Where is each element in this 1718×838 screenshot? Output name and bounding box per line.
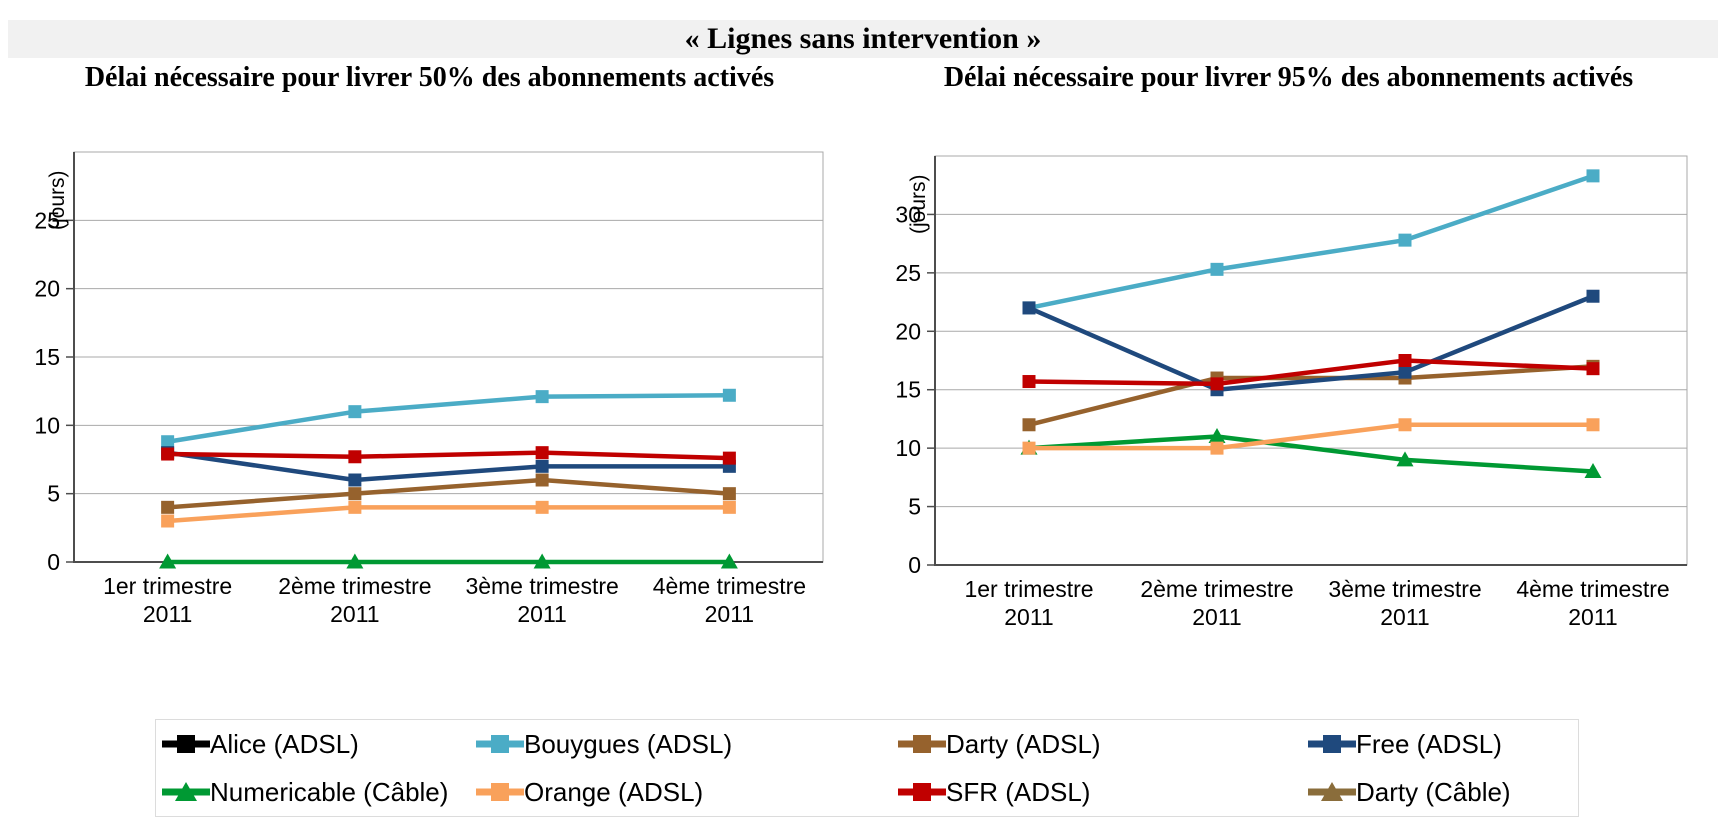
legend-item: Numericable (Câble) <box>162 777 476 808</box>
legend-item: Darty (Câble) <box>1308 777 1578 808</box>
legend-item: SFR (ADSL) <box>898 777 1308 808</box>
y-axis-unit-label: (jours) <box>46 170 69 230</box>
legend-label: SFR (ADSL) <box>946 776 1091 807</box>
svg-text:2011: 2011 <box>517 601 566 627</box>
legend: Alice (ADSL) Bouygues (ADSL) Darty (ADSL) F… <box>155 719 1579 817</box>
svg-text:2011: 2011 <box>330 601 379 627</box>
svg-text:15: 15 <box>895 377 921 403</box>
svg-text:2011: 2011 <box>1004 604 1053 630</box>
svg-text:20: 20 <box>34 276 60 302</box>
legend-item: Darty (ADSL) <box>898 729 1308 760</box>
svg-text:0: 0 <box>908 552 921 578</box>
legend-square-marker-icon <box>898 735 946 753</box>
svg-text:4ème trimestre: 4ème trimestre <box>653 573 806 599</box>
legend-item: Free (ADSL) <box>1308 729 1578 760</box>
svg-text:2011: 2011 <box>1380 604 1429 630</box>
legend-label: Orange (ADSL) <box>524 776 704 807</box>
page-title: « Lignes sans intervention » <box>684 22 1042 55</box>
svg-text:25: 25 <box>34 207 60 233</box>
svg-text:20: 20 <box>895 318 921 344</box>
svg-text:2011: 2011 <box>143 601 192 627</box>
svg-text:0: 0 <box>47 549 60 575</box>
legend-square-marker-icon <box>1308 735 1356 753</box>
legend-label: Bouygues (ADSL) <box>524 728 733 759</box>
svg-text:1er trimestre: 1er trimestre <box>964 576 1093 602</box>
legend-item: Orange (ADSL) <box>476 777 898 808</box>
series-sfr-adsl- <box>161 446 736 465</box>
svg-text:2ème trimestre: 2ème trimestre <box>1140 576 1293 602</box>
legend-label: Darty (ADSL) <box>946 728 1101 759</box>
series-orange-adsl- <box>1022 418 1600 455</box>
series-bouygues-adsl- <box>161 388 736 449</box>
svg-text:10: 10 <box>34 412 60 438</box>
chart-title-95: Délai nécessaire pour livrer 95% des abo… <box>943 62 1634 93</box>
title-band: « Lignes sans intervention » <box>8 20 1718 58</box>
svg-text:5: 5 <box>47 481 60 507</box>
legend-label: Free (ADSL) <box>1356 728 1502 759</box>
legend-square-marker-icon <box>162 735 210 753</box>
legend-square-marker-icon <box>898 783 946 801</box>
svg-text:5: 5 <box>908 494 921 520</box>
svg-text:2011: 2011 <box>1568 604 1617 630</box>
series-darty-adsl- <box>161 473 736 514</box>
legend-label: Darty (Câble) <box>1356 776 1511 807</box>
svg-text:2011: 2011 <box>705 601 754 627</box>
svg-text:25: 25 <box>895 260 921 286</box>
series-sfr-adsl- <box>1022 354 1600 391</box>
svg-text:15: 15 <box>34 344 60 370</box>
legend-square-marker-icon <box>476 735 524 753</box>
legend-square-marker-icon <box>476 783 524 801</box>
series-free-adsl- <box>1022 289 1600 397</box>
legend-item: Bouygues (ADSL) <box>476 729 898 760</box>
series-free-adsl- <box>161 446 736 487</box>
series-numericable-c-ble- <box>159 553 738 569</box>
series-bouygues-adsl- <box>1022 169 1600 315</box>
svg-text:2ème trimestre: 2ème trimestre <box>278 573 431 599</box>
y-axis-unit-label: (jours) <box>907 174 930 234</box>
legend-label: Numericable (Câble) <box>210 776 449 807</box>
svg-text:2011: 2011 <box>1192 604 1241 630</box>
svg-text:10: 10 <box>895 435 921 461</box>
legend-item: Alice (ADSL) <box>162 729 476 760</box>
svg-text:1er trimestre: 1er trimestre <box>103 573 232 599</box>
legend-triangle-marker-icon <box>1308 782 1356 801</box>
svg-text:4ème trimestre: 4ème trimestre <box>1516 576 1669 602</box>
svg-text:3ème trimestre: 3ème trimestre <box>1328 576 1481 602</box>
svg-text:30: 30 <box>895 201 921 227</box>
legend-triangle-marker-icon <box>162 782 210 801</box>
chart-title-50: Délai nécessaire pour livrer 50% des abo… <box>84 62 775 93</box>
svg-text:3ème trimestre: 3ème trimestre <box>465 573 618 599</box>
series-orange-adsl- <box>161 500 736 528</box>
legend-label: Alice (ADSL) <box>210 728 359 759</box>
